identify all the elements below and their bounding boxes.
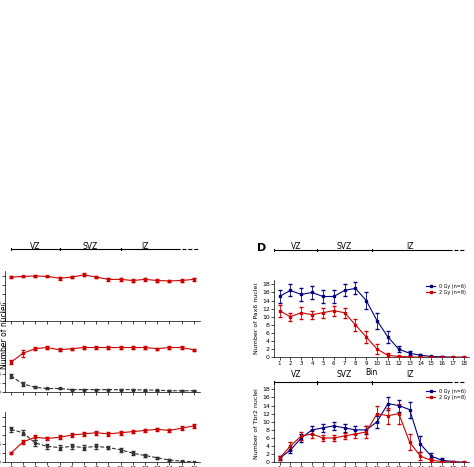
Text: VZ: VZ — [30, 242, 40, 251]
Text: IZ: IZ — [406, 242, 413, 251]
Y-axis label: Number of Tbr2 nuclei: Number of Tbr2 nuclei — [254, 389, 259, 459]
X-axis label: Bin: Bin — [365, 368, 378, 377]
Text: SVZ: SVZ — [337, 242, 352, 251]
Text: SVZ: SVZ — [337, 370, 352, 379]
Legend: 0 Gy (n=6), 2 Gy (n=8): 0 Gy (n=6), 2 Gy (n=8) — [425, 388, 467, 401]
Text: VZ: VZ — [291, 370, 301, 379]
Text: Number of nuclei: Number of nuclei — [0, 303, 9, 369]
Y-axis label: Number of Pax6 nuclei: Number of Pax6 nuclei — [254, 283, 259, 354]
Text: SVZ: SVZ — [82, 242, 98, 251]
Text: IZ: IZ — [406, 370, 413, 379]
Text: IZ: IZ — [141, 242, 149, 251]
Text: D: D — [256, 243, 266, 254]
Text: VZ: VZ — [291, 242, 301, 251]
Legend: 0 Gy (n=6), 2 Gy (n=8): 0 Gy (n=6), 2 Gy (n=8) — [425, 283, 467, 296]
